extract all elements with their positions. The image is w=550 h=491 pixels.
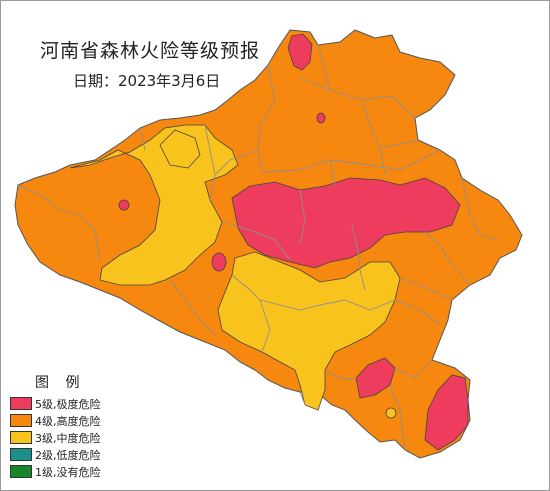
- legend-swatch-level2: [10, 448, 32, 461]
- legend-swatch-level1: [10, 465, 32, 478]
- prefecture-boundaries: [17, 44, 499, 451]
- legend-item-level3: 3级,中度危险: [10, 430, 101, 445]
- map-title: 河南省森林火险等级预报: [40, 40, 261, 62]
- zone-level5-dot-north: [316, 112, 326, 124]
- zone-level5-south: [355, 357, 396, 399]
- zone-level5-dot-central: [211, 252, 227, 272]
- zone-level3-central: [217, 251, 401, 411]
- legend-label: 5级,极度危险: [35, 397, 101, 411]
- zone-level3-west: [69, 124, 239, 286]
- legend-item-level2: 2级,低度危险: [10, 447, 101, 462]
- legend-swatch-level4: [10, 414, 32, 427]
- legend-swatch-level5: [10, 397, 32, 410]
- forecast-date: 日期：2023年3月6日: [73, 72, 221, 90]
- zone-level3-northwest-spot: [159, 129, 201, 169]
- zone-level5-central: [231, 177, 461, 269]
- legend-label: 1级,没有危险: [35, 465, 101, 479]
- zone-level3-southeast-dot: [385, 407, 397, 419]
- legend-item-level5: 5级,极度危险: [10, 396, 101, 411]
- zone-level5-southeast: [424, 374, 469, 451]
- zone-level5-dot-west: [118, 199, 130, 211]
- legend-swatch-level3: [10, 431, 32, 444]
- legend-title: 图 例: [35, 375, 86, 391]
- legend-label: 4级,高度危险: [35, 414, 101, 428]
- legend-item-level1: 1级,没有危险: [10, 464, 101, 479]
- legend-label: 3级,中度危险: [35, 431, 101, 445]
- legend-item-level4: 4级,高度危险: [10, 413, 101, 428]
- zone-level5-north: [287, 33, 313, 71]
- legend-label: 2级,低度危险: [35, 448, 101, 462]
